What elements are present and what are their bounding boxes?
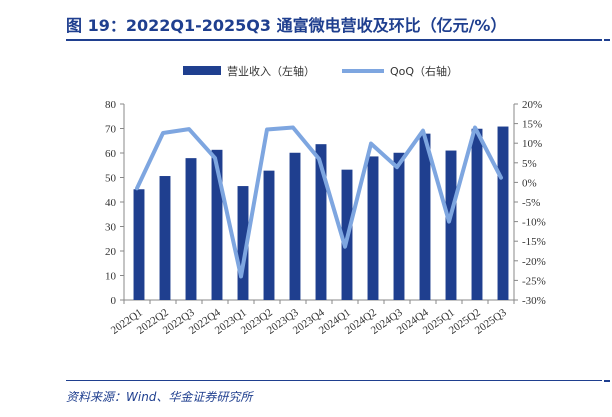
left-tick-label: 10 [105,271,117,283]
right-tick-label: -5% [522,197,540,209]
left-tick-label: 20 [105,246,117,258]
right-tick-label: 5% [522,158,537,170]
right-tick-label: 10% [522,138,542,150]
right-tick-label: -15% [522,236,546,248]
line-series [135,125,503,279]
revenue-bar [367,156,379,300]
revenue-bar [185,158,197,300]
right-tick-label: -30% [522,295,546,307]
revenue-bar [289,152,301,300]
left-tick-label: 40 [105,197,117,209]
left-tick-label: 50 [105,173,117,185]
revenue-bar [445,150,457,300]
right-tick-label: -20% [522,256,546,268]
qoq-line [135,125,503,279]
left-tick-label: 60 [105,148,117,160]
chart-title: 图 19：2022Q1-2025Q3 通富微电营收及环比（亿元/%） [66,16,507,35]
right-tick-label: 0% [522,177,537,189]
revenue-bar [237,186,249,300]
revenue-bar [211,149,223,300]
legend-line-label: QoQ（右轴） [390,64,458,78]
right-tick-label: 20% [522,99,542,111]
revenue-bar [393,152,405,300]
left-tick-label: 0 [111,295,117,307]
left-tick-label: 70 [105,124,117,136]
left-tick-label: 80 [105,99,117,111]
source-rule [66,380,602,381]
right-tick-label: 15% [522,119,542,131]
revenue-bar [159,176,171,300]
revenue-bar [497,126,509,300]
edge-mark-bottom [604,380,610,382]
right-tick-label: -10% [522,217,546,229]
right-tick-label: -25% [522,275,546,287]
revenue-bar [471,128,483,300]
chart-legend: 营业收入（左轴） QoQ（右轴） [183,64,458,78]
source-note: 资料来源：Wind、华金证券研究所 [66,390,253,404]
title-rule [66,39,602,41]
legend-bar-label: 营业收入（左轴） [227,64,315,78]
revenue-bar [263,170,275,300]
revenue-bar [419,133,431,300]
revenue-bar [133,189,145,300]
bar-series [133,126,509,300]
edge-mark-top [604,39,610,41]
left-tick-label: 30 [105,222,117,234]
revenue-bar [315,144,327,300]
legend-bar-swatch [183,66,221,75]
